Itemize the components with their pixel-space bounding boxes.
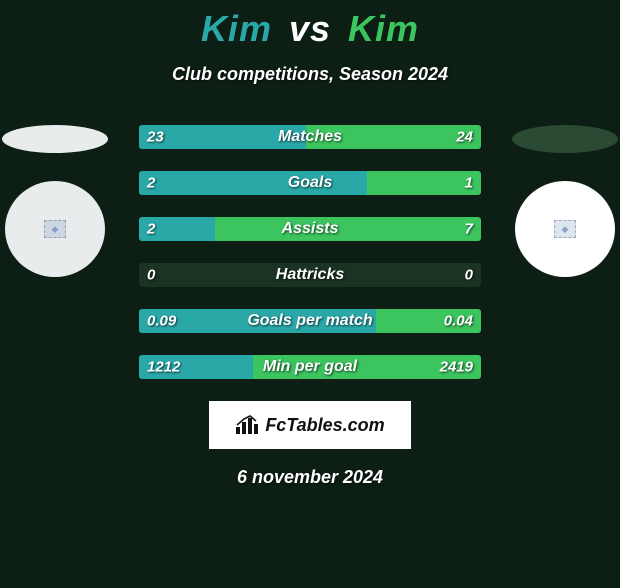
title-player2: Kim (348, 8, 419, 49)
stat-label: Matches (278, 128, 342, 146)
stat-value-right: 0 (465, 267, 473, 284)
stat-value-left: 2 (147, 221, 155, 238)
stat-bar-left (139, 171, 367, 195)
stat-value-left: 2 (147, 175, 155, 192)
stat-label: Hattricks (276, 266, 344, 284)
title-vs: vs (289, 8, 331, 49)
left-ellipse-decor (2, 125, 108, 153)
right-placeholder-icon: ◆ (554, 220, 576, 238)
comparison-title: Kim vs Kim (0, 8, 620, 50)
stat-label: Min per goal (263, 358, 357, 376)
stat-label: Assists (282, 220, 339, 238)
subtitle: Club competitions, Season 2024 (0, 64, 620, 85)
stat-row: 0 0 Hattricks (139, 263, 481, 287)
stat-value-left: 0.09 (147, 313, 176, 330)
stat-value-right: 2419 (440, 359, 473, 376)
stat-row: 2 7 Assists (139, 217, 481, 241)
brand-badge: FcTables.com (209, 401, 411, 449)
stat-value-right: 24 (456, 129, 473, 146)
stat-value-left: 1212 (147, 359, 180, 376)
stat-row: 1212 2419 Min per goal (139, 355, 481, 379)
stat-label: Goals (288, 174, 332, 192)
stat-value-right: 0.04 (444, 313, 473, 330)
brand-chart-icon (235, 415, 259, 435)
right-player-column: ◆ (510, 125, 620, 277)
stat-value-right: 7 (465, 221, 473, 238)
date-label: 6 november 2024 (0, 467, 620, 488)
left-avatar-circle: ◆ (5, 181, 105, 277)
stat-row: 0.09 0.04 Goals per match (139, 309, 481, 333)
stat-value-right: 1 (465, 175, 473, 192)
content-area: ◆ ◆ 23 24 Matches 2 1 Goals 2 7 Assists 0 0 Hattric… (0, 125, 620, 379)
stats-bars: 23 24 Matches 2 1 Goals 2 7 Assists 0 0 Hattricks 0.… (139, 125, 481, 379)
stat-bar-right (215, 217, 481, 241)
title-player1: Kim (201, 8, 272, 49)
brand-text: FcTables.com (265, 415, 384, 436)
left-player-column: ◆ (0, 125, 110, 277)
stat-label: Goals per match (247, 312, 372, 330)
stat-value-left: 23 (147, 129, 164, 146)
stat-value-left: 0 (147, 267, 155, 284)
right-avatar-circle: ◆ (515, 181, 615, 277)
right-ellipse-decor (512, 125, 618, 153)
stat-row: 2 1 Goals (139, 171, 481, 195)
stat-row: 23 24 Matches (139, 125, 481, 149)
left-placeholder-icon: ◆ (44, 220, 66, 238)
